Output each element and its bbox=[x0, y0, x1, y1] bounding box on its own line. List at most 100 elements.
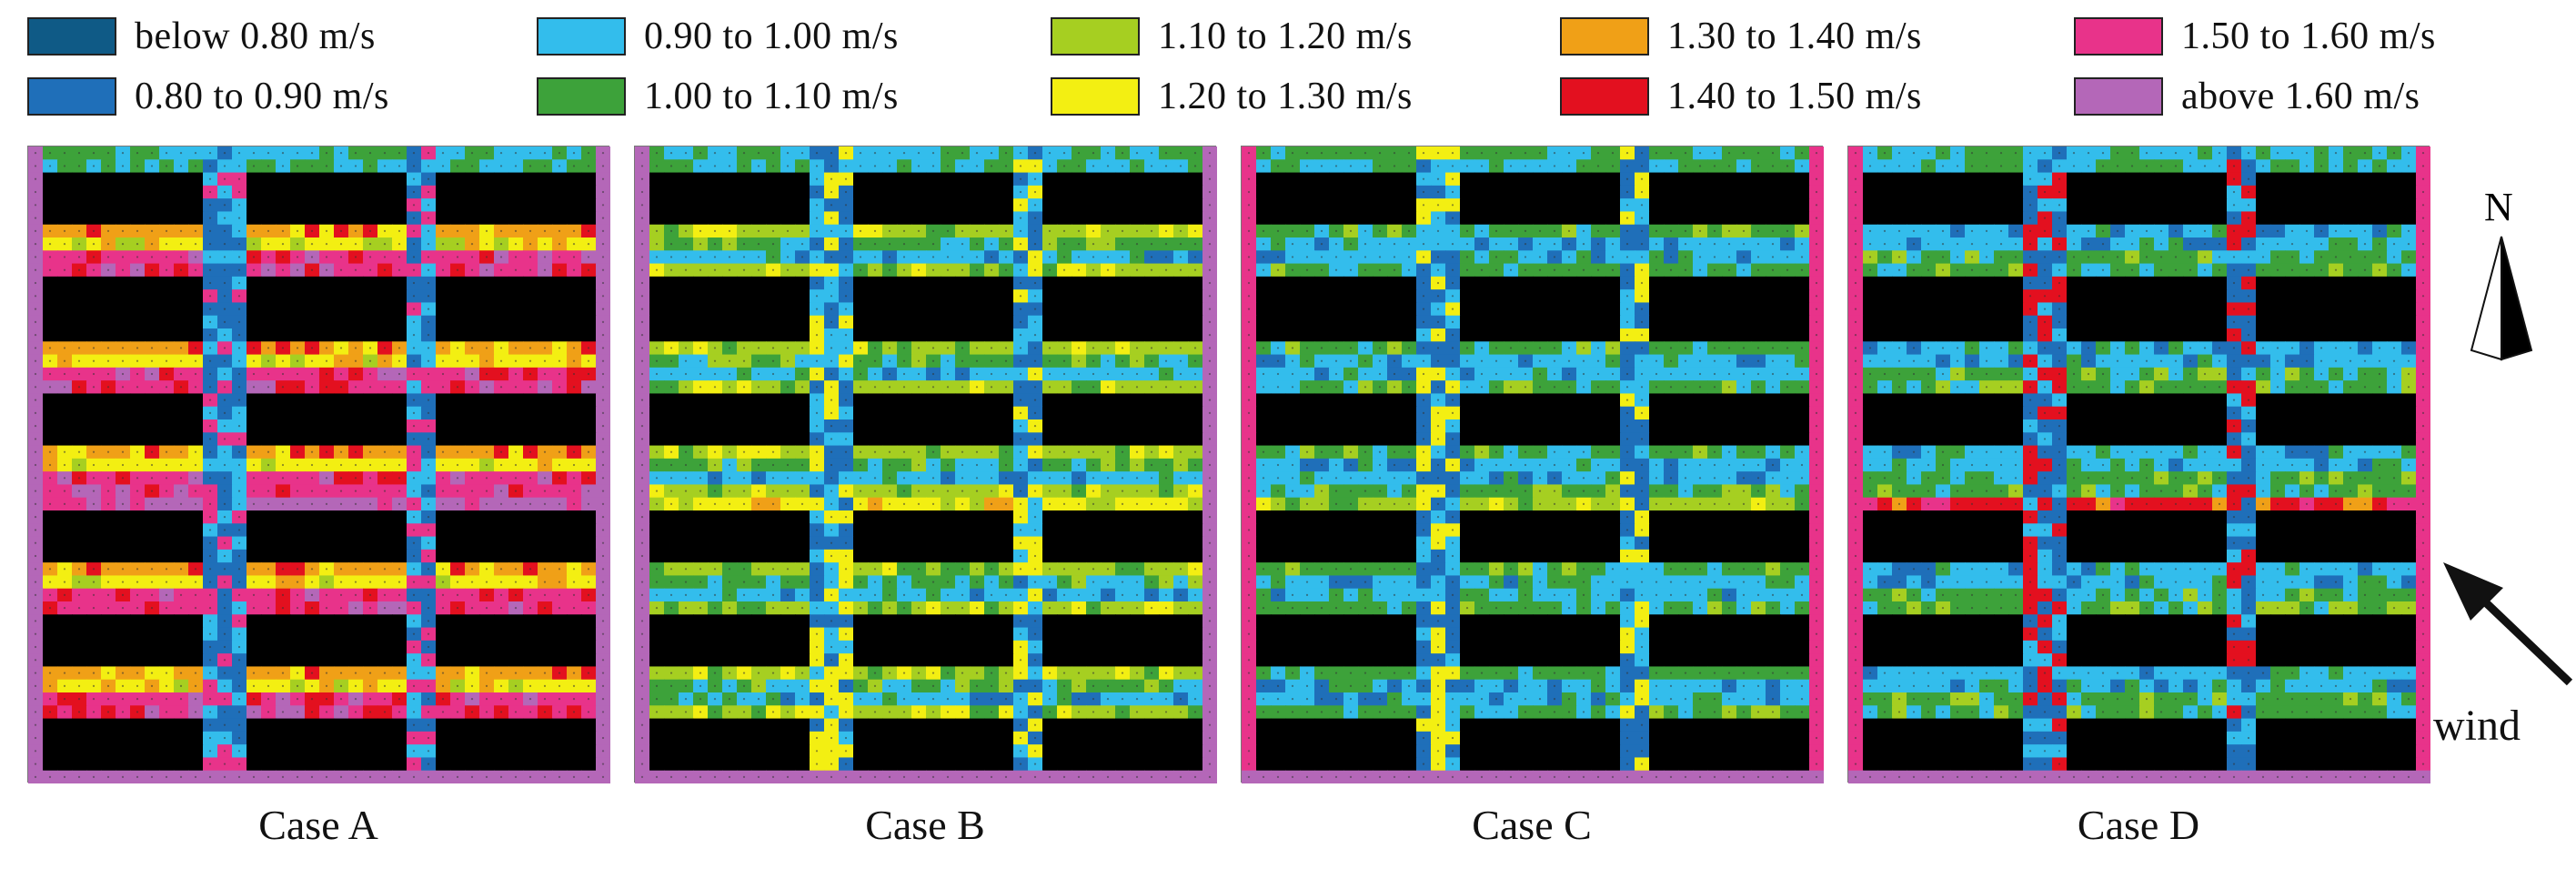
grid-dot bbox=[194, 490, 197, 492]
grid-dot bbox=[601, 698, 605, 701]
speed-cell bbox=[276, 276, 291, 290]
grid-dot bbox=[194, 672, 197, 674]
speed-cell bbox=[465, 328, 480, 342]
speed-cell bbox=[57, 432, 73, 447]
grid-dot bbox=[179, 490, 183, 492]
grid-dot bbox=[267, 711, 270, 713]
speed-cell bbox=[567, 640, 582, 654]
grid-dot bbox=[136, 490, 139, 492]
speed-cell bbox=[581, 536, 597, 551]
grid-dot bbox=[208, 490, 212, 492]
grid-dot bbox=[397, 607, 401, 610]
speed-cell bbox=[567, 289, 582, 304]
grid-dot bbox=[397, 463, 401, 467]
grid-dot bbox=[208, 593, 212, 596]
grid-dot bbox=[77, 477, 81, 480]
grid-dot bbox=[208, 502, 212, 505]
speed-cell bbox=[664, 211, 679, 226]
speed-cell bbox=[494, 627, 509, 642]
grid-dot bbox=[296, 502, 299, 505]
speed-cell bbox=[1057, 185, 1072, 199]
speed-cell bbox=[853, 211, 869, 226]
speed-cell bbox=[494, 419, 509, 433]
speed-cell bbox=[955, 211, 971, 226]
grid-dot bbox=[136, 243, 139, 246]
speed-cell bbox=[970, 419, 985, 433]
speed-cell bbox=[766, 744, 781, 759]
legend-swatch bbox=[1051, 17, 1140, 56]
grid-dot bbox=[325, 372, 328, 376]
speed-cell bbox=[334, 185, 349, 199]
grid-dot bbox=[499, 243, 503, 246]
speed-cell bbox=[72, 328, 87, 342]
speed-cell bbox=[145, 640, 160, 654]
speed-cell bbox=[290, 328, 306, 342]
speed-cell bbox=[276, 302, 291, 317]
grid-dot bbox=[77, 711, 81, 713]
speed-cell bbox=[43, 536, 58, 551]
speed-cell bbox=[348, 744, 364, 759]
speed-cell bbox=[999, 289, 1014, 304]
grid-dot bbox=[325, 463, 328, 467]
grid-dot bbox=[208, 477, 212, 480]
grid-dot bbox=[237, 425, 241, 428]
speed-cell bbox=[1130, 185, 1145, 199]
speed-cell bbox=[494, 393, 509, 408]
grid-dot bbox=[63, 359, 66, 362]
speed-cell bbox=[276, 549, 291, 563]
grid-dot bbox=[121, 256, 125, 258]
speed-cell bbox=[926, 198, 941, 213]
speed-cell bbox=[305, 744, 320, 759]
speed-cell bbox=[465, 289, 480, 304]
speed-cell bbox=[1173, 198, 1189, 213]
speed-cell bbox=[363, 289, 378, 304]
speed-cell bbox=[984, 731, 1000, 745]
grid-dot bbox=[587, 607, 590, 610]
grid-dot bbox=[237, 607, 241, 610]
speed-cell bbox=[897, 302, 912, 317]
speed-cell bbox=[465, 393, 480, 408]
grid-dot bbox=[34, 347, 37, 349]
speed-cell bbox=[941, 328, 956, 342]
legend-label: 0.90 to 1.00 m/s bbox=[644, 15, 899, 57]
speed-cell bbox=[1144, 328, 1160, 342]
speed-cell bbox=[450, 315, 466, 329]
speed-cell bbox=[57, 549, 73, 563]
grid-dot bbox=[296, 463, 299, 467]
grid-dot bbox=[572, 463, 576, 467]
speed-cell bbox=[159, 393, 175, 408]
speed-cell bbox=[649, 510, 665, 524]
speed-cell bbox=[581, 731, 597, 745]
speed-cell bbox=[941, 302, 956, 317]
grid-dot bbox=[485, 463, 488, 467]
grid-dot bbox=[252, 386, 256, 389]
speed-cell bbox=[1115, 315, 1131, 329]
speed-cell bbox=[276, 185, 291, 199]
speed-cell bbox=[159, 731, 175, 745]
legend-swatch bbox=[537, 17, 626, 56]
speed-cell bbox=[450, 393, 466, 408]
grid-dot bbox=[179, 463, 183, 467]
grid-dot bbox=[106, 152, 110, 155]
grid-dot bbox=[150, 568, 154, 571]
speed-cell bbox=[334, 419, 349, 433]
speed-cell bbox=[552, 523, 568, 538]
speed-cell bbox=[261, 510, 277, 524]
grid-dot bbox=[106, 593, 110, 596]
speed-cell bbox=[1101, 549, 1116, 563]
grid-dot bbox=[77, 256, 81, 258]
speed-cell bbox=[305, 289, 320, 304]
speed-cell bbox=[436, 731, 451, 745]
speed-cell bbox=[1101, 432, 1116, 447]
speed-cell bbox=[479, 432, 495, 447]
speed-cell bbox=[130, 276, 146, 290]
speed-cell bbox=[722, 731, 738, 745]
grid-dot bbox=[587, 698, 590, 701]
speed-cell bbox=[1086, 276, 1102, 290]
speed-cell bbox=[57, 536, 73, 551]
grid-dot bbox=[441, 229, 445, 232]
speed-cell bbox=[868, 549, 883, 563]
grid-dot bbox=[121, 229, 125, 232]
grid-dot bbox=[179, 372, 183, 376]
speed-cell bbox=[941, 276, 956, 290]
